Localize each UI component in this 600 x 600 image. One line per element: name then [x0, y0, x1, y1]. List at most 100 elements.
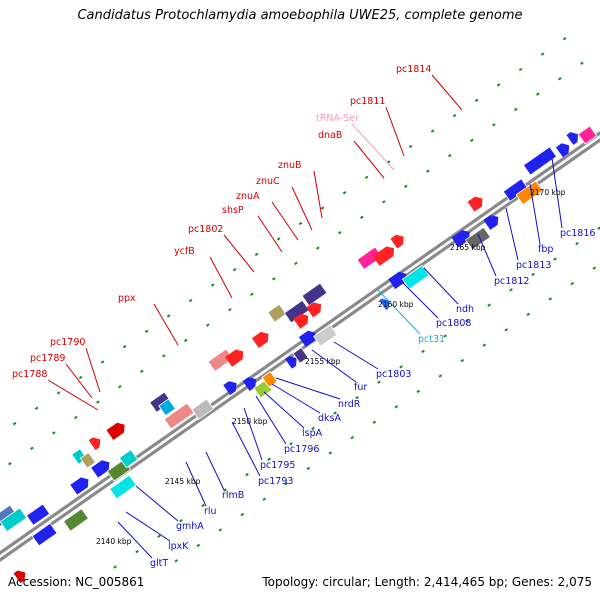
tick-mark — [122, 345, 127, 349]
tick-mark — [289, 442, 293, 446]
tick-mark — [492, 123, 496, 127]
tick-mark — [399, 365, 403, 369]
leader-line — [231, 421, 261, 477]
tick-mark — [416, 389, 421, 394]
tick-mark — [426, 169, 430, 173]
tick-mark — [157, 534, 161, 538]
gene-feature — [106, 422, 125, 440]
tick-mark — [12, 422, 17, 426]
tick-mark — [504, 328, 509, 332]
leader-line — [275, 377, 341, 400]
tick-mark — [465, 318, 469, 323]
tick-mark — [306, 466, 311, 471]
gene-label-ppx: ppx — [118, 293, 136, 304]
tick-mark — [342, 191, 347, 195]
gene-feature — [566, 132, 579, 145]
tick-mark — [118, 384, 122, 389]
gene-label-dnaB: dnaB — [318, 130, 342, 141]
gene-label-pc1816: pc1816 — [560, 228, 595, 239]
tick-mark — [553, 257, 557, 261]
gene-label-ycfB: ycfB — [174, 246, 195, 257]
tick-mark — [276, 237, 281, 241]
gene-feature — [298, 330, 316, 347]
leader-line — [291, 186, 313, 231]
tick-mark — [443, 334, 447, 338]
gene-feature — [467, 196, 483, 212]
gene-feature — [379, 298, 390, 311]
tick-mark — [531, 272, 535, 277]
kbp-scale-label: 2155 kbp — [305, 357, 341, 366]
tick-mark — [562, 37, 567, 41]
gene-label-dksA: dksA — [318, 413, 341, 424]
tick-mark — [206, 323, 210, 327]
leader-line — [47, 379, 99, 411]
leader-line — [271, 201, 299, 241]
tick-mark — [52, 431, 56, 435]
tick-mark — [570, 281, 575, 286]
leader-line — [263, 391, 305, 429]
leader-line — [271, 383, 321, 414]
gene-label-pc1814: pc1814 — [396, 64, 431, 75]
gene-feature — [356, 246, 383, 270]
gene-feature — [88, 437, 101, 451]
kbp-scale-label: 2160 kbp — [378, 300, 414, 309]
gene-label-ndh: ndh — [456, 304, 474, 315]
tick-mark — [526, 312, 531, 317]
gene-label-pc1812: pc1812 — [494, 276, 529, 287]
leader-line — [125, 511, 171, 542]
tick-mark — [174, 559, 179, 563]
tick-mark — [210, 283, 215, 287]
leader-line — [209, 256, 233, 299]
gene-label-znuA: znuA — [236, 191, 260, 202]
gene-feature — [251, 331, 269, 349]
tick-mark — [56, 391, 61, 395]
gene-label-pc1811: pc1811 — [350, 96, 385, 107]
gene-label-nrdR: nrdR — [338, 399, 361, 410]
kbp-scale-label: 2145 kbp — [165, 477, 201, 486]
tick-mark — [377, 380, 381, 384]
kbp-scale-label: 2150 kbp — [232, 417, 268, 426]
tick-mark — [548, 297, 553, 301]
tick-mark — [113, 565, 117, 569]
tick-mark — [228, 307, 232, 312]
gene-label-pc1808: pc1808 — [436, 318, 471, 329]
gene-label-tRNA-Ser: tRNA-Ser — [316, 113, 359, 124]
tick-mark — [140, 369, 144, 373]
gene-feature — [555, 143, 570, 158]
tick-mark — [509, 288, 513, 292]
gene-feature — [25, 503, 51, 526]
tick-mark — [284, 482, 289, 486]
tick-mark — [74, 415, 78, 420]
gene-label-gmhA: gmhA — [176, 521, 204, 532]
tick-mark — [179, 519, 183, 523]
tick-mark — [360, 215, 364, 219]
leader-line — [377, 289, 421, 335]
tick-mark — [350, 435, 355, 440]
leader-line — [255, 395, 287, 445]
gene-feature — [109, 474, 137, 500]
map-title: Candidatus Protochlamydia amoebophila UW… — [77, 8, 523, 23]
gene-label-pct31: pct31 — [418, 334, 445, 345]
gene-feature — [225, 349, 244, 367]
tick-mark — [294, 261, 298, 266]
gene-label-znuC: znuC — [256, 176, 280, 187]
gene-feature — [293, 313, 309, 329]
tick-mark — [188, 298, 193, 303]
gene-label-rlu: rlu — [204, 506, 217, 517]
leader-line — [401, 281, 439, 319]
gene-feature — [62, 508, 90, 532]
tick-mark — [223, 488, 227, 492]
leader-line — [431, 74, 463, 111]
leader-line — [423, 267, 459, 305]
tick-mark — [250, 292, 254, 296]
tick-mark — [474, 98, 479, 102]
tick-mark — [460, 358, 465, 363]
gene-feature — [577, 125, 598, 145]
leader-line — [477, 233, 497, 277]
leader-line — [65, 363, 93, 399]
tick-mark — [496, 83, 501, 87]
tick-mark — [536, 92, 540, 96]
topology-info: Topology: circular; Length: 2,414,465 bp… — [262, 575, 592, 589]
tick-mark — [404, 184, 408, 189]
tick-mark — [162, 354, 166, 358]
